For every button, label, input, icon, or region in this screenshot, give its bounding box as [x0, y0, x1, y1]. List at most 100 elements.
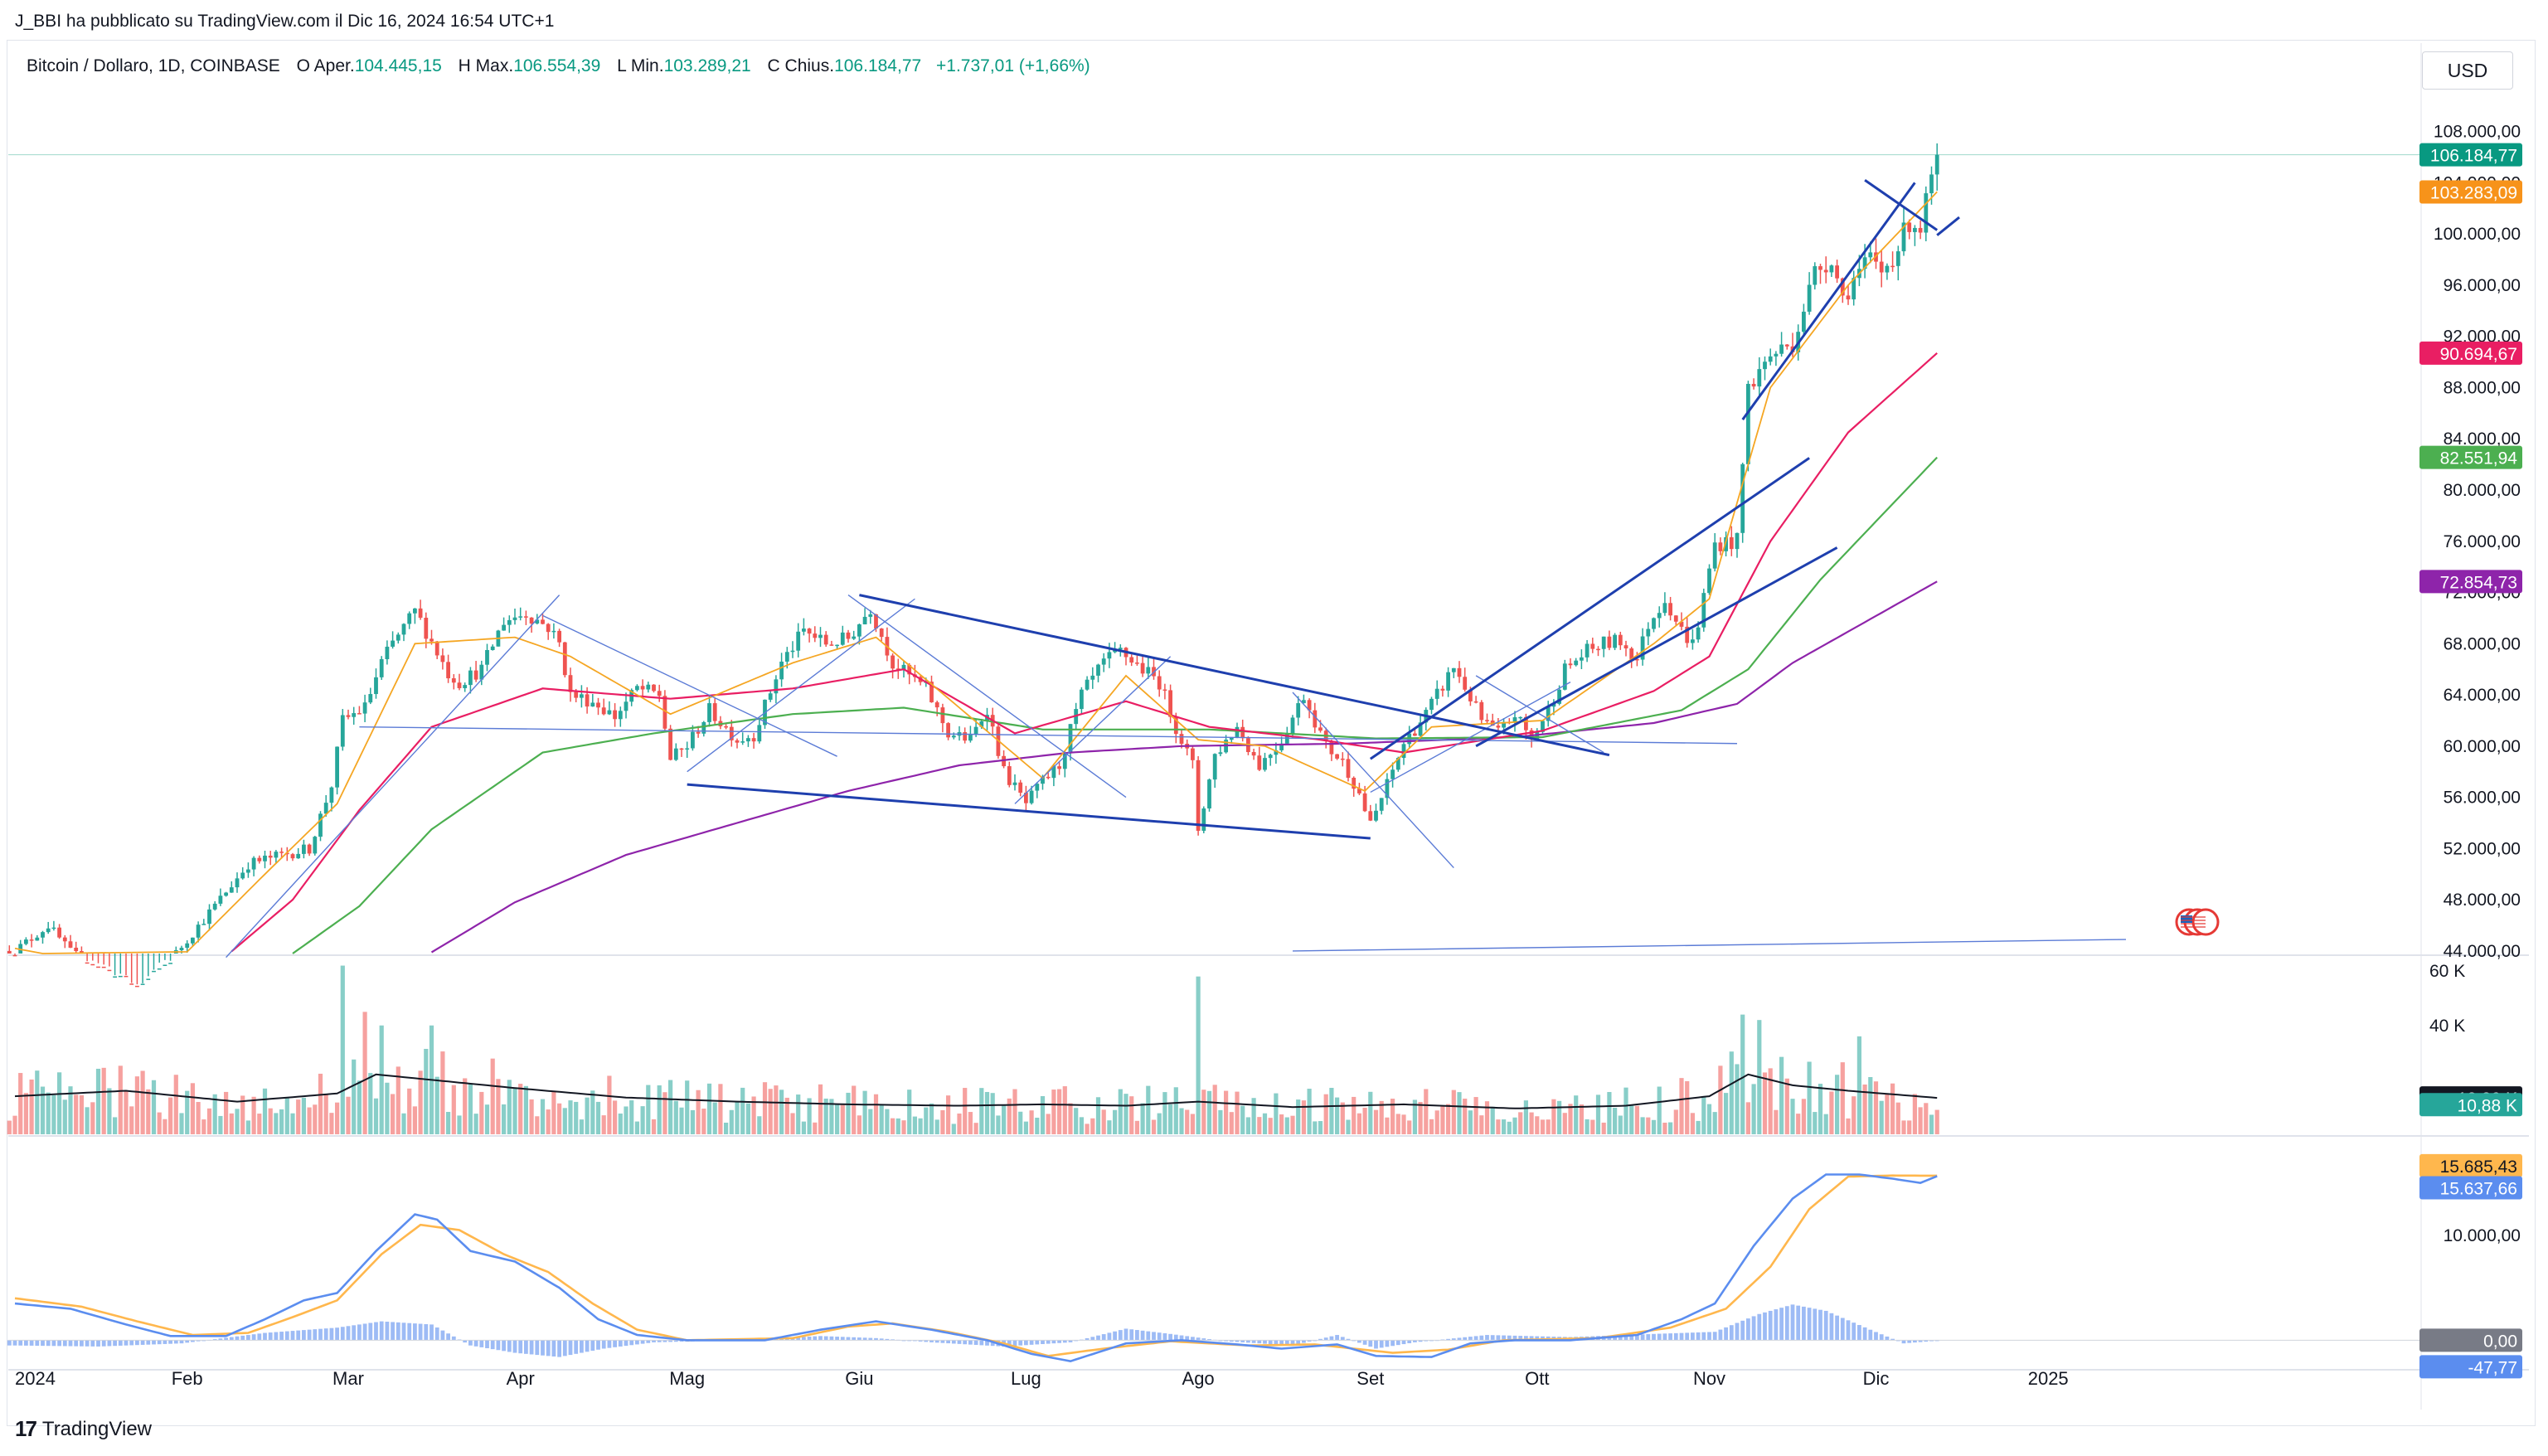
volume-bar: [484, 1104, 490, 1134]
volume-bar: [768, 1089, 773, 1134]
volume-bar: [1379, 1100, 1384, 1134]
macd-histogram-bar: [1779, 1308, 1784, 1341]
macd-histogram-bar: [385, 1322, 390, 1341]
candle: [96, 966, 100, 968]
macd-histogram-bar: [1868, 1329, 1873, 1341]
macd-histogram-bar: [585, 1340, 590, 1352]
volume-bar: [335, 1102, 340, 1134]
tradingview-brand[interactable]: 17 TradingView: [15, 1416, 152, 1442]
candle: [585, 694, 590, 707]
volume-bar: [1640, 1117, 1645, 1134]
candle: [907, 664, 912, 675]
macd-histogram-bar: [1907, 1340, 1912, 1343]
macd-histogram-bar: [29, 1340, 34, 1346]
volume-bar: [412, 1106, 417, 1134]
macd-histogram-bar: [1840, 1318, 1845, 1341]
macd-histogram-bar: [829, 1336, 834, 1341]
high-label: H: [458, 56, 471, 75]
volume-bar: [340, 965, 345, 1134]
candle: [746, 738, 750, 742]
volume-bar: [934, 1119, 939, 1134]
candle: [562, 642, 567, 676]
volume-bar: [1885, 1093, 1890, 1134]
volume-bar: [1329, 1087, 1334, 1134]
candle: [1679, 621, 1684, 627]
macd-histogram-bar: [479, 1340, 484, 1347]
volume-bar: [1512, 1117, 1517, 1134]
volume-bar: [1029, 1110, 1034, 1134]
macd-histogram-bar: [1179, 1335, 1184, 1341]
candle: [1313, 710, 1318, 728]
macd-histogram-bar: [1512, 1335, 1517, 1341]
time-tick-label: Nov: [1693, 1368, 1725, 1389]
volume-bar: [835, 1104, 840, 1134]
macd-histogram-bar: [1774, 1309, 1779, 1341]
volume-bar: [1613, 1107, 1618, 1134]
symbol-title[interactable]: Bitcoin / Dollaro, 1D, COINBASE: [27, 56, 280, 75]
price-badge: [2419, 143, 2522, 167]
macd-histogram-bar: [379, 1321, 384, 1341]
macd-histogram-bar: [41, 1340, 45, 1347]
time-tick-label: Mar: [332, 1368, 364, 1389]
candle: [329, 787, 334, 803]
macd-badge: [2419, 1355, 2522, 1379]
volume-bar: [1852, 1096, 1856, 1134]
volume-bar: [1768, 1068, 1773, 1134]
volume-bar: [1446, 1104, 1451, 1134]
macd-histogram-bar: [640, 1340, 645, 1344]
candle: [1413, 733, 1417, 736]
candle: [1007, 766, 1012, 785]
macd-histogram-bar: [652, 1340, 656, 1342]
candle: [1629, 648, 1634, 659]
macd-histogram-bar: [1901, 1340, 1906, 1344]
candle: [1890, 265, 1895, 268]
us-flag-icon: [2191, 908, 2220, 936]
macd-histogram-bar: [1696, 1332, 1701, 1341]
volume-bar: [1562, 1113, 1567, 1134]
candle: [1568, 663, 1573, 666]
volume-tick-label: 60 K: [2429, 962, 2465, 981]
macd-badge: [2419, 1328, 2522, 1352]
candle: [1646, 629, 1651, 637]
volume-bar: [201, 1119, 206, 1134]
candle: [1813, 266, 1818, 285]
candle: [1329, 740, 1334, 755]
candle: [257, 857, 262, 861]
candle: [1496, 726, 1501, 728]
macd-histogram-bar: [1146, 1331, 1151, 1341]
macd-histogram-bar: [1623, 1335, 1628, 1341]
time-tick-label: Lug: [1011, 1368, 1041, 1389]
candle: [963, 732, 968, 741]
volume-bar: [1335, 1097, 1340, 1134]
volume-bar: [1429, 1119, 1434, 1134]
volume-bar: [862, 1090, 867, 1134]
macd-histogram-bar: [1829, 1313, 1834, 1341]
volume-bar: [523, 1085, 528, 1134]
volume-bar: [146, 1089, 151, 1134]
macd-histogram-bar: [279, 1332, 284, 1341]
volume-bar: [1307, 1089, 1312, 1134]
candle: [1829, 265, 1834, 273]
volume-bar: [401, 1113, 406, 1134]
currency-button[interactable]: USD: [2422, 51, 2513, 90]
macd-histogram-bar: [1490, 1335, 1495, 1341]
volume-bar: [679, 1107, 684, 1134]
macd-histogram-bar: [1240, 1340, 1245, 1342]
candle: [1784, 344, 1789, 347]
candle: [90, 963, 95, 966]
volume-bar: [1557, 1100, 1562, 1134]
candle: [1607, 636, 1612, 648]
macd-histogram-bar: [1507, 1335, 1512, 1341]
candle: [274, 852, 279, 858]
volume-bar: [1079, 1117, 1084, 1134]
candle: [668, 728, 672, 760]
volume-bar: [1251, 1098, 1256, 1134]
macd-histogram-bar: [1885, 1336, 1890, 1341]
volume-bar: [1046, 1114, 1051, 1134]
volume-bar: [279, 1109, 284, 1134]
volume-bar: [196, 1102, 201, 1134]
trendline-thin: [847, 595, 1127, 798]
volume-bar: [1535, 1116, 1540, 1134]
macd-histogram-bar: [1929, 1340, 1934, 1342]
